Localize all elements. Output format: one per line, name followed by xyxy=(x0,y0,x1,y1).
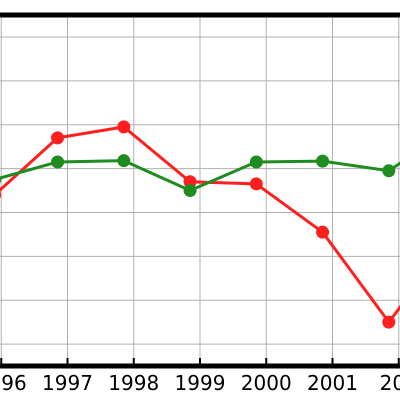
x-tick-label: 2001 xyxy=(307,371,358,395)
data-point xyxy=(316,154,330,168)
series-line xyxy=(0,125,400,324)
x-tick-labels: 1996 1997 1998 1999 2000 2001 200 xyxy=(0,371,400,395)
data-point xyxy=(0,175,2,184)
x-tick-label: 1998 xyxy=(108,371,159,395)
data-point xyxy=(51,131,65,145)
series-2 xyxy=(0,154,400,197)
x-tick-label: 200 xyxy=(380,371,400,395)
data-point xyxy=(0,191,2,199)
data-point xyxy=(117,154,131,168)
data-point xyxy=(183,184,197,197)
x-tick-label: 1996 xyxy=(0,371,27,395)
x-tick-label: 1997 xyxy=(42,371,93,395)
data-point xyxy=(382,315,396,329)
data-point xyxy=(249,155,263,169)
series-layer xyxy=(0,120,400,329)
grid xyxy=(0,15,400,366)
series-line xyxy=(0,159,400,192)
data-point xyxy=(51,155,65,169)
data-point xyxy=(249,177,263,191)
data-point xyxy=(382,164,396,178)
data-point xyxy=(117,120,131,134)
series-1 xyxy=(0,120,400,329)
axes xyxy=(0,12,400,369)
x-tick-label: 1999 xyxy=(175,371,226,395)
data-point xyxy=(316,225,330,239)
x-tick-label: 2000 xyxy=(241,371,292,395)
